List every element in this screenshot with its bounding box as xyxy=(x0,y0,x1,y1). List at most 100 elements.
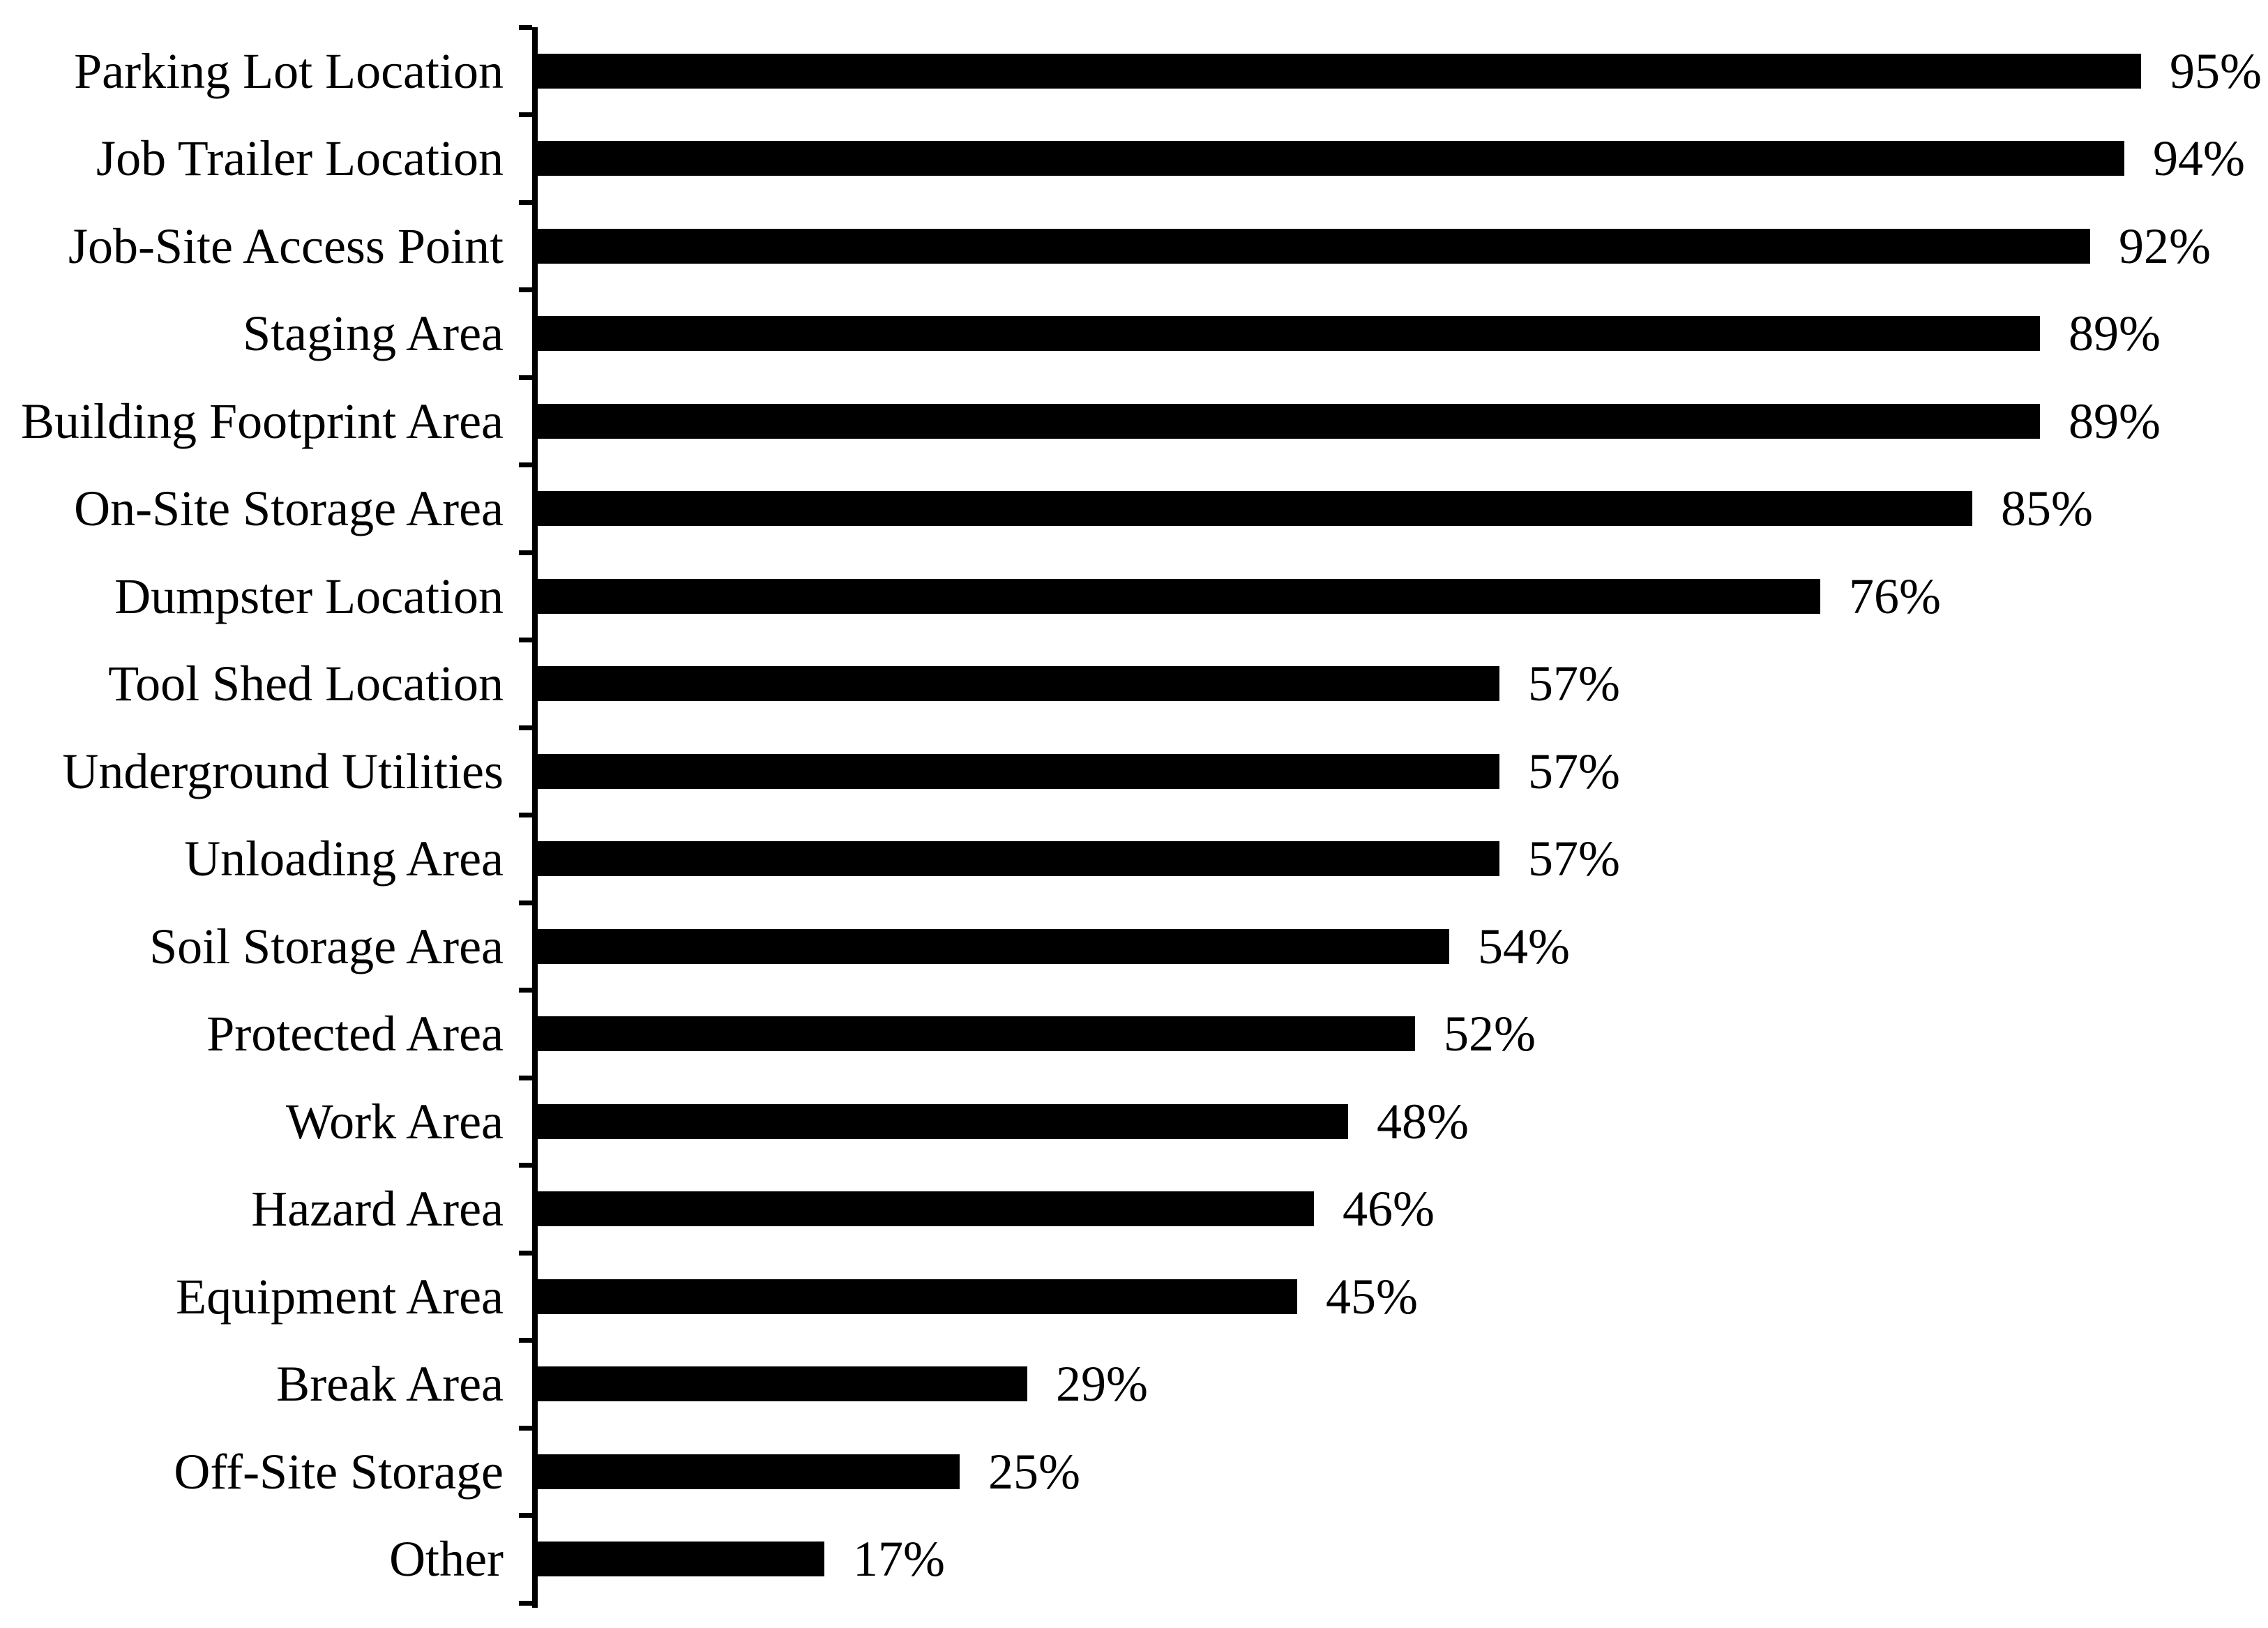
bar xyxy=(538,228,2090,264)
value-label: 57% xyxy=(1528,743,1620,799)
bar-row: Work Area 48% xyxy=(0,1078,2268,1166)
bar xyxy=(538,1016,1415,1052)
bar xyxy=(538,1454,960,1489)
category-label: On-Site Storage Area xyxy=(74,481,504,537)
value-label: 57% xyxy=(1528,831,1620,887)
y-axis-tick xyxy=(519,550,532,555)
value-label: 17% xyxy=(853,1531,945,1588)
y-axis-tick xyxy=(519,1163,532,1168)
bar-track: 57% xyxy=(538,640,2268,728)
y-axis-tick xyxy=(519,112,532,117)
value-label: 54% xyxy=(1478,918,1570,974)
category-label: Equipment Area xyxy=(176,1268,504,1325)
category-label: Parking Lot Location xyxy=(74,43,504,99)
value-label: 57% xyxy=(1528,656,1620,712)
category-label: Other xyxy=(389,1531,504,1588)
bar xyxy=(538,841,1499,877)
category-label: Staging Area xyxy=(243,306,504,362)
bar xyxy=(538,491,1972,527)
bar-track: 46% xyxy=(538,1166,2268,1253)
category-label: Tool Shed Location xyxy=(108,656,504,712)
y-axis-tick xyxy=(519,725,532,730)
bar-track: 57% xyxy=(538,815,2268,903)
value-label: 76% xyxy=(1849,568,1941,624)
bar-row: Protected Area 52% xyxy=(0,990,2268,1078)
value-label: 89% xyxy=(2069,393,2161,449)
value-label: 48% xyxy=(1377,1093,1469,1150)
bar-row: Underground Utilities 57% xyxy=(0,728,2268,815)
y-axis-tick xyxy=(519,1251,532,1256)
category-label: Soil Storage Area xyxy=(149,918,504,974)
bar-track: 85% xyxy=(538,465,2268,553)
bar-track: 76% xyxy=(538,552,2268,640)
category-label: Building Footprint Area xyxy=(21,393,504,449)
y-axis-tick xyxy=(519,1513,532,1518)
category-label: Hazard Area xyxy=(251,1181,504,1237)
bar xyxy=(538,1366,1027,1402)
bar xyxy=(538,666,1499,702)
bar xyxy=(538,1279,1297,1314)
value-label: 89% xyxy=(2069,306,2161,362)
value-label: 52% xyxy=(1444,1006,1536,1062)
bar-row: Staging Area 89% xyxy=(0,290,2268,378)
bar-row: Break Area 29% xyxy=(0,1341,2268,1429)
value-label: 85% xyxy=(2001,481,2093,537)
value-label: 46% xyxy=(1343,1181,1435,1237)
bar-track: 94% xyxy=(538,115,2268,203)
y-axis-tick xyxy=(519,1338,532,1343)
bar-track: 57% xyxy=(538,728,2268,815)
bar-track: 17% xyxy=(538,1516,2268,1604)
value-label: 45% xyxy=(1326,1268,1418,1325)
y-axis-tick xyxy=(519,200,532,205)
bar xyxy=(538,1103,1348,1139)
bar xyxy=(538,316,2040,352)
bar xyxy=(538,1542,824,1577)
bar xyxy=(538,578,1820,614)
bar-row: Job-Site Access Point 92% xyxy=(0,202,2268,290)
bar-track: 92% xyxy=(538,202,2268,290)
category-label: Break Area xyxy=(276,1356,504,1412)
bar-row: Tool Shed Location 57% xyxy=(0,640,2268,728)
value-label: 29% xyxy=(1056,1356,1148,1412)
bar xyxy=(538,928,1449,964)
category-label: Job Trailer Location xyxy=(96,130,504,187)
bar-track: 25% xyxy=(538,1428,2268,1516)
y-axis-tick xyxy=(519,375,532,380)
category-label: Off-Site Storage xyxy=(174,1443,504,1500)
category-label: Unloading Area xyxy=(184,831,504,887)
category-label: Work Area xyxy=(285,1093,504,1150)
bar-row: Soil Storage Area 54% xyxy=(0,903,2268,990)
y-axis-tick xyxy=(519,1426,532,1431)
value-label: 95% xyxy=(2170,43,2262,99)
y-axis-tick xyxy=(519,462,532,467)
bar-row: Building Footprint Area 89% xyxy=(0,377,2268,465)
y-axis-tick xyxy=(519,287,532,292)
value-label: 92% xyxy=(2119,218,2211,274)
bar-track: 48% xyxy=(538,1078,2268,1166)
y-axis-tick xyxy=(519,988,532,993)
y-axis-line xyxy=(532,27,538,1608)
bar-track: 89% xyxy=(538,290,2268,378)
bar-row: Unloading Area 57% xyxy=(0,815,2268,903)
bar-track: 45% xyxy=(538,1253,2268,1341)
bar-track: 52% xyxy=(538,990,2268,1078)
bar xyxy=(538,1191,1314,1227)
bar-row: Off-Site Storage 25% xyxy=(0,1428,2268,1516)
value-label: 25% xyxy=(988,1443,1080,1500)
y-axis-tick xyxy=(519,25,532,30)
y-axis-tick xyxy=(519,1076,532,1080)
category-label: Protected Area xyxy=(206,1006,504,1062)
bar xyxy=(538,141,2124,176)
category-label: Job-Site Access Point xyxy=(68,218,504,274)
bar-row: Dumpster Location 76% xyxy=(0,552,2268,640)
bar-track: 54% xyxy=(538,903,2268,990)
y-axis-tick xyxy=(519,900,532,905)
y-axis-tick xyxy=(519,1601,532,1606)
y-axis-tick xyxy=(519,813,532,817)
bar-row: On-Site Storage Area 85% xyxy=(0,465,2268,553)
bar xyxy=(538,53,2141,89)
category-label: Dumpster Location xyxy=(114,568,504,624)
bar-row: Hazard Area 46% xyxy=(0,1166,2268,1253)
bar xyxy=(538,753,1499,789)
category-label: Underground Utilities xyxy=(62,743,504,799)
